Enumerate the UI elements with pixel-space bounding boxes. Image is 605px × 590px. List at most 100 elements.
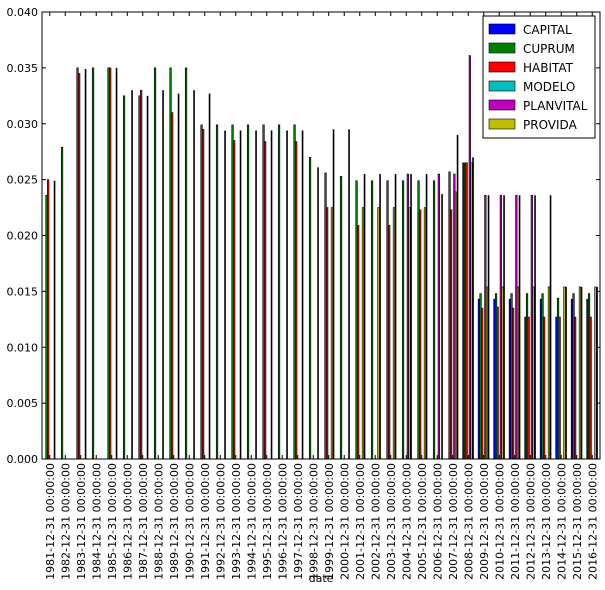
bar-provida-22 bbox=[392, 207, 396, 460]
x-tick-label: 1992-12-31 00:00:00 bbox=[214, 463, 227, 580]
bar-outline-15 bbox=[286, 130, 288, 459]
x-tick-label: 1985-12-31 00:00:00 bbox=[106, 463, 119, 580]
bar-habitat-16 bbox=[295, 141, 298, 460]
x-tick-label: 2000-12-31 00:00:00 bbox=[338, 463, 351, 580]
bar-outline-13 bbox=[255, 130, 257, 459]
bar-outline-23 bbox=[410, 174, 412, 460]
bar-provida-34 bbox=[578, 286, 582, 460]
y-tick-label: 0.030 bbox=[7, 118, 39, 131]
bar-cuprum-1 bbox=[60, 146, 64, 460]
x-tick-label: 2006-12-31 00:00:00 bbox=[431, 463, 444, 580]
bar-outline-9 bbox=[193, 90, 195, 459]
bar-outline-11 bbox=[224, 130, 226, 459]
y-tick-label: 0.000 bbox=[7, 453, 39, 466]
bar-outline-34 bbox=[580, 286, 583, 459]
bar-habitat-6 bbox=[140, 89, 143, 460]
bar-cuprum-17 bbox=[308, 156, 312, 460]
bar-cuprum-3 bbox=[91, 67, 95, 460]
bar-cuprum-7 bbox=[153, 67, 157, 460]
x-tick-label: 2004-12-31 00:00:00 bbox=[400, 463, 413, 580]
y-tick-label: 0.015 bbox=[7, 285, 39, 298]
x-tick-label: 1997-12-31 00:00:00 bbox=[292, 463, 305, 580]
bar-outline-16 bbox=[301, 130, 304, 459]
x-tick-label: 1986-12-31 00:00:00 bbox=[121, 463, 134, 580]
bar-habitat-8 bbox=[171, 112, 174, 460]
bar-outline-17 bbox=[317, 167, 319, 459]
y-tick-label: 0.025 bbox=[7, 174, 39, 187]
bar-provida-18 bbox=[330, 207, 334, 460]
bar-provida-21 bbox=[377, 207, 380, 460]
bar-habitat-29 bbox=[496, 306, 499, 460]
bar-provida-33 bbox=[563, 286, 566, 460]
y-tick-label: 0.020 bbox=[7, 230, 39, 243]
legend-box bbox=[482, 15, 596, 139]
x-tick-label: 2009-12-31 00:00:00 bbox=[478, 463, 491, 580]
bar-provida-29 bbox=[501, 286, 504, 460]
x-tick-label: 1993-12-31 00:00:00 bbox=[230, 463, 243, 580]
bar-habitat-2 bbox=[78, 73, 81, 460]
bar-outline-19 bbox=[348, 129, 350, 459]
x-tick-label: 2011-12-31 00:00:00 bbox=[509, 463, 522, 580]
bar-cuprum-15 bbox=[277, 124, 281, 460]
bar-cuprum-19 bbox=[339, 175, 343, 460]
bar-outline-5 bbox=[131, 90, 133, 459]
x-tick-label: 2002-12-31 00:00:00 bbox=[369, 463, 382, 580]
bars-group bbox=[45, 55, 598, 460]
bar-outline-4 bbox=[115, 67, 118, 460]
bar-habitat-31 bbox=[527, 316, 530, 460]
bar-habitat-0 bbox=[47, 179, 50, 460]
bar-outline-2 bbox=[84, 68, 87, 460]
x-tick-label: 1995-12-31 00:00:00 bbox=[261, 463, 274, 580]
x-tick-label: 1990-12-31 00:00:00 bbox=[183, 463, 196, 580]
bar-habitat-22 bbox=[388, 225, 391, 460]
bar-outline-35 bbox=[596, 286, 598, 459]
x-tick-label: 2007-12-31 00:00:00 bbox=[447, 463, 460, 580]
bar-outline-26 bbox=[456, 134, 459, 459]
legend: CAPITAL CUPRUM HABITAT MODELO PLANVITAL PROVI… bbox=[482, 15, 596, 139]
bar-cuprum-25 bbox=[432, 180, 436, 460]
legend-swatch-modelo bbox=[488, 80, 516, 92]
y-tick-label: 0.040 bbox=[7, 6, 39, 19]
bar-outline-21 bbox=[379, 174, 381, 460]
x-tick-label: 1991-12-31 00:00:00 bbox=[199, 463, 212, 580]
bar-habitat-26 bbox=[450, 209, 453, 460]
y-tick-label: 0.010 bbox=[7, 341, 39, 354]
bar-outline-12 bbox=[239, 130, 242, 459]
x-tick-label: 1996-12-31 00:00:00 bbox=[276, 463, 289, 580]
bar-provida-20 bbox=[361, 207, 365, 460]
bar-habitat-35 bbox=[589, 316, 592, 460]
bar-provida-28 bbox=[485, 286, 489, 460]
x-tick-label: 2003-12-31 00:00:00 bbox=[385, 463, 398, 580]
bar-habitat-33 bbox=[558, 316, 561, 460]
x-tick-label: 2005-12-31 00:00:00 bbox=[416, 463, 429, 580]
bar-outline-6 bbox=[146, 95, 149, 459]
y-tick-label: 0.035 bbox=[7, 62, 39, 75]
x-tick-label: 2014-12-31 00:00:00 bbox=[555, 463, 568, 580]
x-tick-label: 2013-12-31 00:00:00 bbox=[540, 463, 553, 580]
bar-outline-24 bbox=[425, 174, 428, 460]
legend-label-provida: PROVIDA bbox=[523, 118, 578, 132]
legend-swatch-habitat bbox=[488, 61, 516, 73]
bar-outline-18 bbox=[332, 129, 335, 459]
bar-habitat-27 bbox=[465, 162, 468, 460]
bar-outline-25 bbox=[441, 194, 443, 459]
bar-outline-7 bbox=[162, 90, 164, 459]
bar-outline-20 bbox=[363, 174, 366, 460]
bar-habitat-32 bbox=[543, 316, 546, 460]
legend-label-cuprum: CUPRUM bbox=[523, 42, 575, 56]
x-tick-label: 2010-12-31 00:00:00 bbox=[493, 463, 506, 580]
bar-outline-10 bbox=[208, 93, 211, 459]
bar-cuprum-5 bbox=[122, 95, 126, 460]
bar-habitat-14 bbox=[264, 141, 267, 460]
bar-outline-22 bbox=[394, 174, 397, 460]
bar-outline-32 bbox=[549, 195, 552, 459]
bar-habitat-20 bbox=[357, 225, 360, 460]
bar-outline-27 bbox=[472, 157, 474, 459]
x-tick-label: 1998-12-31 00:00:00 bbox=[307, 463, 320, 580]
bar-cuprum-23 bbox=[401, 180, 405, 460]
legend-label-planvital: PLANVITAL bbox=[523, 99, 588, 113]
x-tick-label: 1999-12-31 00:00:00 bbox=[323, 463, 336, 580]
x-tick-label: 1983-12-31 00:00:00 bbox=[75, 463, 88, 580]
